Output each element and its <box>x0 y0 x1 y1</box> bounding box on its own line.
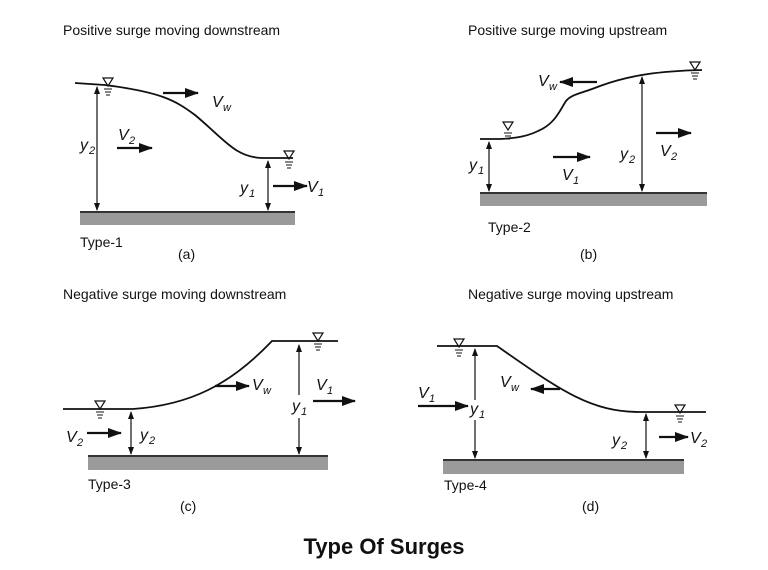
sub: 1 <box>301 406 307 418</box>
sub: 2 <box>148 435 155 447</box>
panel-tag: (b) <box>580 246 597 262</box>
panel-tag: (d) <box>582 498 599 514</box>
label-y2: y <box>139 427 149 444</box>
sub: 2 <box>700 438 707 450</box>
water-level-symbol <box>453 338 465 357</box>
water-level-symbol <box>283 150 295 169</box>
channel-bed <box>88 456 328 470</box>
panel-title: Negative surge moving upstream <box>468 286 673 302</box>
label-y2: y <box>79 137 89 154</box>
type-label: Type-4 <box>444 477 487 493</box>
sub: 2 <box>628 154 635 166</box>
sub: 1 <box>327 385 333 397</box>
label-y2: y <box>611 432 621 449</box>
label-v1: V <box>562 167 574 184</box>
label-vw: V <box>500 374 512 391</box>
sub: w <box>263 385 272 397</box>
label-y1: y <box>291 398 301 415</box>
water-level-symbol <box>674 404 686 423</box>
panel-title: Negative surge moving downstream <box>63 286 286 302</box>
label-v2: V <box>66 429 78 446</box>
type-label: Type-1 <box>80 234 123 250</box>
water-surface <box>74 82 293 159</box>
label-y1: y <box>469 401 479 418</box>
sub: 1 <box>429 393 435 405</box>
sub: 1 <box>318 187 324 199</box>
label-y1: y <box>468 157 478 174</box>
sub: 2 <box>128 135 135 147</box>
label-v1: V <box>316 377 328 394</box>
sub: 1 <box>478 165 484 177</box>
label-vw: V <box>252 377 264 394</box>
sub: 1 <box>573 175 579 187</box>
main-title: Type Of Surges <box>304 534 465 559</box>
channel-bed <box>480 193 707 206</box>
sub: 2 <box>76 437 83 449</box>
water-surface <box>437 345 706 413</box>
label-vw: V <box>538 73 550 90</box>
label-v2: V <box>118 127 130 144</box>
water-surface <box>63 340 338 410</box>
panel-title: Positive surge moving downstream <box>63 22 280 38</box>
label-v2: V <box>690 430 702 447</box>
sub: w <box>511 382 520 394</box>
label-v1: V <box>418 385 430 402</box>
sub: 1 <box>249 188 255 200</box>
panel-tag: (a) <box>178 246 195 262</box>
channel-bed <box>443 460 684 474</box>
label-vw: V <box>212 94 224 111</box>
label-y1: y <box>239 180 249 197</box>
sub: 1 <box>479 409 485 421</box>
water-level-symbol <box>502 121 514 140</box>
sub: 2 <box>670 151 677 163</box>
sub: w <box>549 81 558 93</box>
sub: 2 <box>88 145 95 157</box>
label-y2: y <box>619 146 629 163</box>
label-v1: V <box>307 179 319 196</box>
channel-bed <box>80 212 295 225</box>
water-surface <box>480 69 703 140</box>
label-v2: V <box>660 143 672 160</box>
panel-tag: (c) <box>180 498 196 514</box>
panel-title: Positive surge moving upstream <box>468 22 667 38</box>
type-label: Type-2 <box>488 219 531 235</box>
sub: 2 <box>620 440 627 452</box>
sub: w <box>223 102 232 114</box>
type-label: Type-3 <box>88 476 131 492</box>
